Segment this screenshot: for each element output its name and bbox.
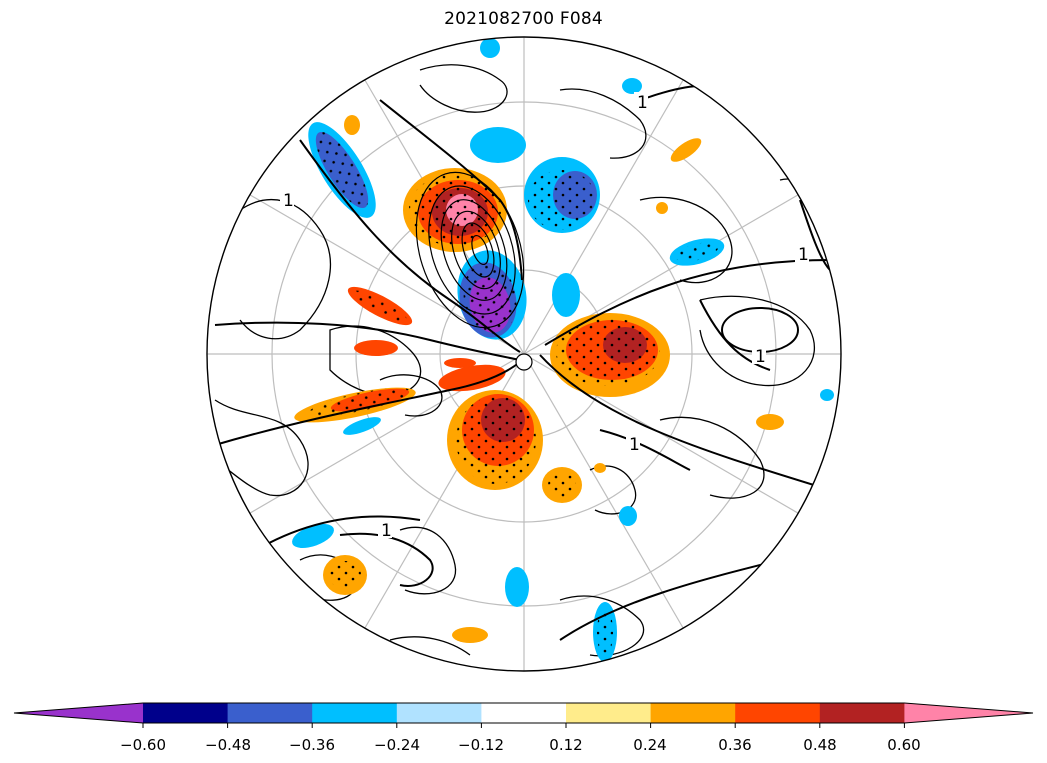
colorbar-swatch xyxy=(904,703,1033,723)
contour-label: 1 xyxy=(629,435,640,455)
map-title: 2021082700 F084 xyxy=(444,9,603,29)
colorbar-tick-label: −0.60 xyxy=(120,736,166,754)
pole-marker xyxy=(515,353,533,371)
colorbar-swatch xyxy=(566,703,652,723)
colorbar-tick-label: −0.36 xyxy=(289,736,335,754)
colorbar-swatch xyxy=(735,703,821,723)
map-boundary xyxy=(206,36,842,672)
colorbar: −0.60 −0.48 −0.36 −0.24 −0.12 0.12 0.24 … xyxy=(13,702,1034,754)
polar-map: 1 1 1 1 1 1 xyxy=(206,36,842,672)
colorbar-tick-label: 0.48 xyxy=(803,736,836,754)
contour-label: 1 xyxy=(283,191,294,211)
colorbar-tick-label: 0.12 xyxy=(549,736,582,754)
colorbar-tick-label: −0.48 xyxy=(205,736,251,754)
colorbar-tick-label: 0.36 xyxy=(718,736,751,754)
contour-cluster xyxy=(415,171,525,329)
colorbar-swatch xyxy=(819,703,905,723)
colorbar-tick-label: −0.24 xyxy=(374,736,420,754)
colorbar-swatch xyxy=(312,703,398,723)
stippling xyxy=(309,131,719,656)
colorbar-tick-label: 0.24 xyxy=(633,736,666,754)
colorbar-swatch xyxy=(396,703,482,723)
colorbar-swatch xyxy=(650,703,736,723)
colorbar-tick-label: 0.60 xyxy=(887,736,920,754)
colorbar-swatch xyxy=(14,703,143,723)
coastlines xyxy=(214,64,836,657)
colorbar-swatches xyxy=(13,702,1034,724)
colorbar-swatch xyxy=(481,703,567,723)
colorbar-ticks xyxy=(142,723,905,728)
colorbar-swatch xyxy=(143,703,229,723)
colorbar-swatch xyxy=(227,703,313,723)
contour-label: 1 xyxy=(755,347,766,367)
colorbar-tick-label: −0.12 xyxy=(458,736,504,754)
contour-label: 1 xyxy=(637,93,648,113)
contour-label: 1 xyxy=(798,245,809,265)
contour-label: 1 xyxy=(381,521,392,541)
